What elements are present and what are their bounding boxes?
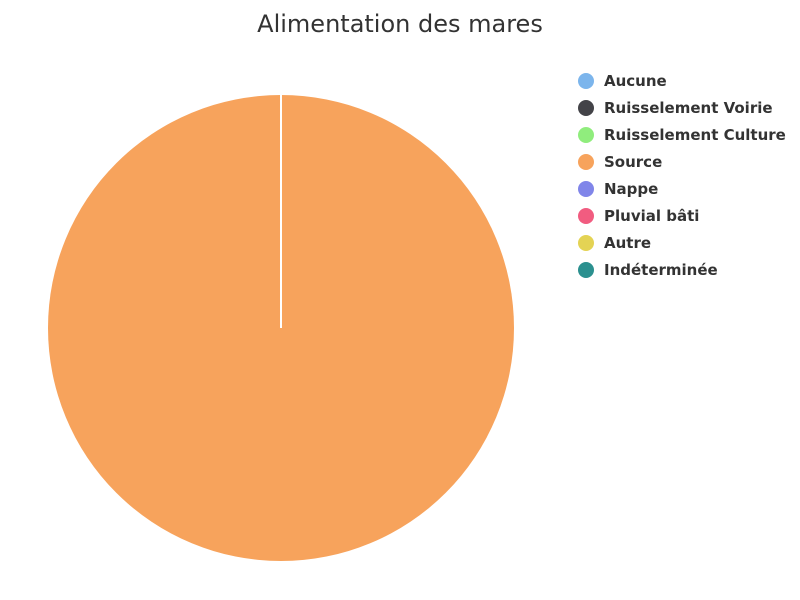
legend-label: Autre [604, 233, 652, 252]
legend-label: Ruisselement Culture [604, 125, 786, 144]
legend-label: Ruisselement Voirie [604, 98, 773, 117]
legend-item-pluvial-bati[interactable]: Pluvial bâti [578, 202, 786, 229]
legend-marker [578, 234, 594, 251]
legend-label: Source [604, 152, 663, 171]
legend-item-source[interactable]: Source [578, 148, 786, 175]
legend-marker [578, 261, 594, 278]
legend-marker [578, 153, 594, 170]
legend-label: Aucune [604, 71, 667, 90]
legend-label: Nappe [604, 179, 659, 198]
legend-marker [578, 180, 594, 197]
legend-item-ruisselement-culture[interactable]: Ruisselement Culture [578, 121, 786, 148]
legend-marker [578, 99, 594, 116]
legend-item-nappe[interactable]: Nappe [578, 175, 786, 202]
chart-title: Alimentation des mares [257, 10, 543, 38]
legend-marker [578, 126, 594, 143]
legend-marker [578, 207, 594, 224]
chart-legend: Aucune Ruisselement Voirie Ruisselement Cu… [578, 67, 786, 283]
legend-marker [578, 72, 594, 89]
legend-item-autre[interactable]: Autre [578, 229, 786, 256]
legend-item-indeterminee[interactable]: Indéterminée [578, 256, 786, 283]
legend-label: Pluvial bâti [604, 206, 700, 225]
legend-item-ruisselement-voirie[interactable]: Ruisselement Voirie [578, 94, 786, 121]
legend-item-aucune[interactable]: Aucune [578, 67, 786, 94]
legend-label: Indéterminée [604, 260, 718, 279]
